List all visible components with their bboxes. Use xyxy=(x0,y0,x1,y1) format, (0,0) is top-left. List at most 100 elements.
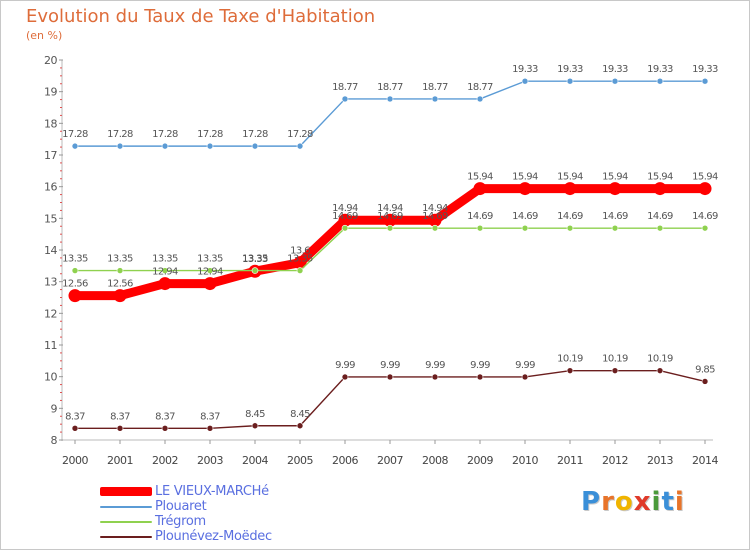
x-tick-label: 2001 xyxy=(107,454,133,467)
data-point-3 xyxy=(521,373,529,381)
y-tick-label: 14 xyxy=(44,244,57,257)
legend-label: Plouaret xyxy=(155,499,207,514)
data-point-1 xyxy=(566,77,574,85)
data-point-1 xyxy=(296,142,304,150)
y-tick-label: 15 xyxy=(44,212,57,225)
data-point-0 xyxy=(383,213,397,227)
legend-swatch xyxy=(100,505,152,508)
data-label-3: 9.99 xyxy=(515,360,535,371)
data-label-3: 8.37 xyxy=(200,411,220,422)
data-label-1: 19.33 xyxy=(512,64,538,75)
data-label-1: 17.28 xyxy=(242,129,268,140)
data-point-0 xyxy=(113,289,127,303)
y-tick-label: 13 xyxy=(44,276,57,289)
data-label-3: 8.37 xyxy=(110,411,130,422)
data-point-2 xyxy=(296,267,304,274)
data-point-0 xyxy=(158,277,172,291)
data-point-1 xyxy=(701,77,709,85)
data-label-0: 15.94 xyxy=(647,172,673,183)
data-label-2: 13.35 xyxy=(242,254,268,265)
data-label-3: 10.19 xyxy=(602,354,628,365)
data-label-3: 9.99 xyxy=(470,360,490,371)
data-label-0: 12.94 xyxy=(152,267,178,278)
x-tick-label: 2000 xyxy=(62,454,88,467)
data-point-3 xyxy=(206,424,214,432)
data-label-1: 17.28 xyxy=(152,129,178,140)
data-label-1: 18.77 xyxy=(377,82,403,93)
data-point-0 xyxy=(338,213,352,227)
data-label-0: 12.56 xyxy=(107,279,133,290)
data-label-2: 14.69 xyxy=(467,211,493,222)
legend-item: LE VIEUX-MARCHé xyxy=(100,484,272,499)
x-tick-label: 2005 xyxy=(287,454,313,467)
data-label-1: 19.33 xyxy=(557,64,583,75)
data-point-0 xyxy=(518,182,532,196)
data-label-3: 8.37 xyxy=(155,411,175,422)
data-point-3 xyxy=(386,373,394,381)
data-point-1 xyxy=(521,77,529,85)
data-label-1: 19.33 xyxy=(647,64,673,75)
data-point-2 xyxy=(566,224,574,232)
data-label-2: 14.69 xyxy=(377,211,403,222)
legend-swatch xyxy=(100,535,152,538)
logo-letter: i xyxy=(674,487,685,517)
data-point-2 xyxy=(341,224,349,232)
data-point-3 xyxy=(251,422,259,430)
x-tick-label: 2013 xyxy=(647,454,673,467)
data-label-1: 17.28 xyxy=(107,129,133,140)
data-label-1: 18.77 xyxy=(422,82,448,93)
x-tick-label: 2004 xyxy=(242,454,268,467)
data-point-1 xyxy=(611,77,619,85)
y-tick-label: 11 xyxy=(44,339,57,352)
data-point-3 xyxy=(71,424,79,432)
logo-letter: i xyxy=(651,487,662,517)
data-point-1 xyxy=(116,142,124,150)
y-tick-label: 16 xyxy=(44,181,57,194)
y-tick-label: 18 xyxy=(44,117,57,130)
y-tick-label: 10 xyxy=(44,371,57,384)
data-label-2: 13.35 xyxy=(152,254,178,265)
x-tick-label: 2006 xyxy=(332,454,358,467)
data-point-2 xyxy=(251,267,259,274)
data-point-2 xyxy=(386,224,394,232)
data-label-1: 17.28 xyxy=(197,129,223,140)
chart-subtitle: (en %) xyxy=(26,29,63,42)
x-tick-label: 2011 xyxy=(557,454,583,467)
data-point-3 xyxy=(611,367,619,374)
data-point-2 xyxy=(431,224,439,232)
data-label-0: 15.94 xyxy=(692,172,718,183)
legend-swatch xyxy=(100,520,152,523)
data-point-1 xyxy=(251,142,259,150)
chart-title: Evolution du Taux de Taxe d'Habitation xyxy=(26,6,376,27)
chart-legend: LE VIEUX-MARCHé Plouaret Trégrom Plounévez-… xyxy=(100,484,272,544)
data-point-3 xyxy=(476,373,484,381)
y-tick-label: 19 xyxy=(44,86,57,99)
data-label-3: 9.85 xyxy=(695,364,715,375)
data-label-1: 19.33 xyxy=(602,64,628,75)
data-label-0: 12.94 xyxy=(197,267,223,278)
data-label-2: 14.69 xyxy=(602,211,628,222)
data-point-3 xyxy=(701,378,709,385)
logo-letter: r xyxy=(601,487,615,517)
data-point-3 xyxy=(296,422,304,430)
data-label-3: 8.37 xyxy=(65,411,85,422)
logo-letter: t xyxy=(661,487,675,517)
data-label-3: 9.99 xyxy=(335,360,355,371)
data-label-3: 9.99 xyxy=(380,360,400,371)
data-point-3 xyxy=(566,367,574,374)
x-tick-label: 2009 xyxy=(467,454,493,467)
data-label-0: 15.94 xyxy=(467,172,493,183)
data-point-3 xyxy=(341,373,349,381)
data-label-0: 14.94 xyxy=(422,203,448,214)
data-label-2: 13.35 xyxy=(107,254,133,265)
data-point-3 xyxy=(161,424,169,432)
logo-letter: x xyxy=(633,487,652,517)
data-label-3: 9.99 xyxy=(425,360,445,371)
legend-item: Plouaret xyxy=(100,499,272,514)
data-label-1: 19.33 xyxy=(692,64,718,75)
data-point-0 xyxy=(698,182,712,196)
data-label-2: 14.69 xyxy=(332,211,358,222)
data-label-0: 13.33 xyxy=(242,254,268,265)
data-point-1 xyxy=(656,77,664,85)
